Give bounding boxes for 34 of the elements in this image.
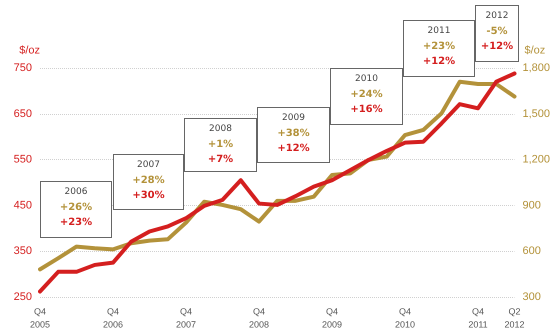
- y-tick-label: 250: [14, 291, 32, 303]
- y-tick-label: 350: [14, 245, 32, 258]
- note-box: 2008 +1% +7%: [184, 118, 257, 172]
- y-tick-label: 650: [14, 108, 32, 120]
- x-tick-label: Q4 2006: [102, 306, 124, 330]
- y2-axis-title: $/oz: [524, 44, 546, 56]
- note-box: 2006 +26% +23%: [40, 181, 112, 238]
- y2-tick-label: 1,800: [522, 62, 550, 74]
- annotation: 2006 +26% +23%: [58, 186, 94, 230]
- annotation: 2007 +28% +30%: [131, 159, 166, 203]
- annotation: 2009 +38% +12%: [276, 112, 311, 156]
- y2-tick-label: 1,500: [522, 108, 550, 120]
- note-box: 2007 +28% +30%: [113, 154, 184, 210]
- y2-tick-label: 300: [522, 291, 541, 303]
- annotation: 2010 +24% +16%: [349, 73, 384, 117]
- x-tick-label: Q4 2008: [248, 306, 270, 330]
- y-tick-label: 550: [14, 154, 32, 166]
- x-tick-label: Q4 2011: [468, 306, 488, 330]
- x-tick-label: Q4 2005: [30, 306, 50, 330]
- note-box: 2009 +38% +12%: [257, 107, 330, 163]
- y2-tick-label: 600: [522, 245, 541, 258]
- annotation: 2008 +1% +7%: [206, 123, 234, 167]
- y-axis-title: $/oz: [19, 44, 40, 56]
- y2-tick-label: 900: [522, 199, 541, 212]
- note-box: 2010 +24% +16%: [330, 68, 403, 125]
- note-box: 2012 -5% +12%: [475, 5, 519, 62]
- x-tick-label: Q2 2012: [504, 306, 525, 330]
- note-box: 2011 +23% +12%: [403, 20, 475, 77]
- y2-tick-label: 1,200: [522, 154, 550, 166]
- x-tick-label: Q4 2009: [322, 306, 342, 330]
- x-tick-label: Q4 2010: [394, 306, 416, 330]
- x-tick-label: Q4 2007: [176, 306, 196, 330]
- y-tick-label: 750: [14, 62, 32, 74]
- y-tick-label: 450: [14, 199, 32, 212]
